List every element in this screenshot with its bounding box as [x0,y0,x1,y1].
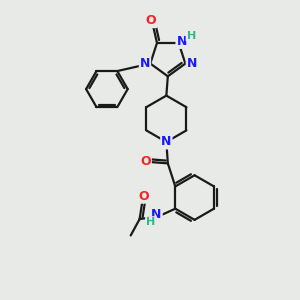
Text: H: H [187,31,196,40]
Text: N: N [140,57,150,70]
Text: H: H [146,217,155,227]
Text: N: N [152,208,162,220]
Text: O: O [146,14,156,27]
Text: O: O [139,190,149,203]
Text: N: N [176,35,187,48]
Text: O: O [140,155,151,168]
Text: N: N [187,57,197,70]
Text: N: N [161,136,172,148]
